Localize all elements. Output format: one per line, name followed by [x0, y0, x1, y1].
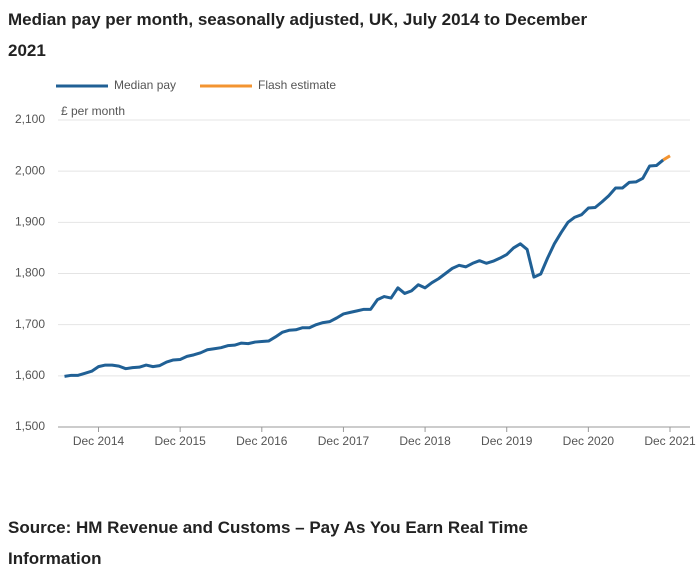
- x-tick-label: Dec 2014: [73, 434, 125, 448]
- chart-title: Median pay per month, seasonally adjuste…: [8, 10, 588, 60]
- y-tick-label: 1,900: [15, 215, 45, 229]
- y-tick-label: 1,600: [15, 368, 45, 382]
- data-line: [64, 158, 665, 378]
- y-axis-label: £ per month: [61, 104, 125, 118]
- x-tick-label: Dec 2016: [236, 434, 288, 448]
- source: Source: HM Revenue and Customs – Pay As …: [8, 518, 528, 568]
- legend-label: Flash estimate: [258, 78, 336, 92]
- x-tick-label: Dec 2021: [644, 434, 696, 448]
- y-tick-label: 2,000: [15, 163, 45, 177]
- x-tick-label: Dec 2017: [318, 434, 370, 448]
- x-tick-label: Dec 2015: [154, 434, 206, 448]
- y-tick-label: 1,700: [15, 317, 45, 331]
- y-tick-label: 1,500: [15, 419, 45, 433]
- x-tick-label: Dec 2018: [399, 434, 451, 448]
- data-line: [662, 154, 671, 162]
- y-tick-label: 1,800: [15, 266, 45, 280]
- legend-label: Median pay: [114, 78, 176, 92]
- y-tick-label: 2,100: [15, 112, 45, 126]
- x-tick-label: Dec 2020: [563, 434, 615, 448]
- x-tick-label: Dec 2019: [481, 434, 533, 448]
- chart: £ per month 1,500 1,600 1,700 1,800 1,900 2,0…: [15, 78, 696, 448]
